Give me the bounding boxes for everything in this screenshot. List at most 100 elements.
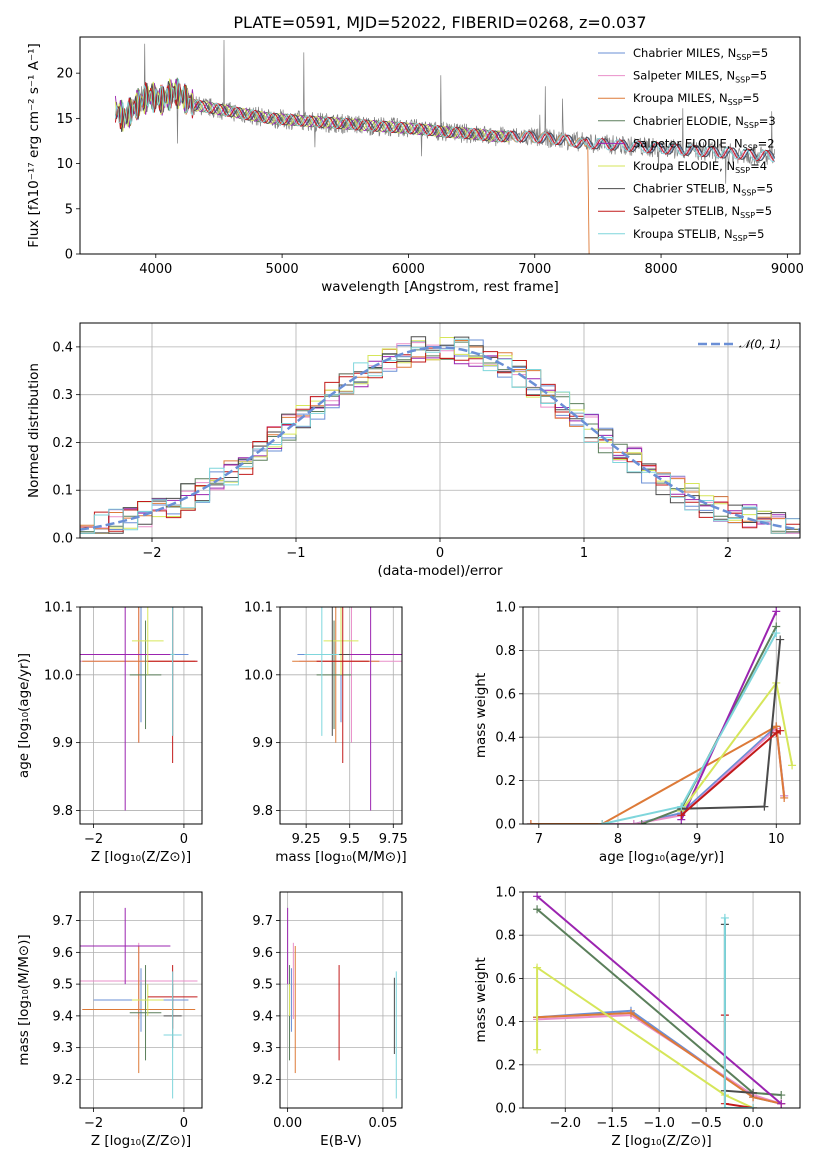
y-axis-label: mass [log₁₀(M/M⊙)] bbox=[16, 934, 32, 1065]
y-tick-label: 10.1 bbox=[244, 601, 273, 616]
y-tick-label: 10.1 bbox=[44, 601, 73, 616]
weight-point-marker bbox=[772, 629, 781, 638]
plot-area bbox=[533, 892, 786, 1108]
x-axis-label: E(B-V) bbox=[320, 1133, 362, 1149]
legend-label: Chabrier MILES, NSSP=5 bbox=[633, 46, 768, 62]
plot-area bbox=[526, 607, 797, 824]
legend-label: Chabrier STELIB, NSSP=5 bbox=[633, 182, 773, 198]
y-tick-label: 9.8 bbox=[52, 804, 73, 819]
weight-point-marker bbox=[776, 726, 785, 735]
weight-series-line bbox=[530, 724, 786, 824]
weight-point-marker bbox=[720, 913, 729, 922]
x-tick-label: −2 bbox=[84, 1116, 103, 1131]
weight-point-marker bbox=[629, 820, 638, 824]
weight-series-line bbox=[536, 965, 754, 1108]
weight-point-marker bbox=[720, 1104, 729, 1108]
y-tick-label: 0.3 bbox=[52, 388, 73, 403]
y-tick-label: 0.6 bbox=[495, 972, 516, 987]
y-tick-label: 0.6 bbox=[495, 687, 516, 702]
y-tick-label: 0.2 bbox=[495, 774, 516, 789]
weight-point-marker bbox=[637, 820, 646, 824]
x-tick-label: −1.5 bbox=[596, 1116, 628, 1131]
axes-frame bbox=[79, 891, 203, 1109]
plot-area bbox=[80, 907, 198, 1099]
x-tick-label: 0.05 bbox=[368, 1116, 397, 1131]
axes-frame bbox=[79, 36, 801, 255]
histogram-line bbox=[80, 338, 800, 534]
y-axis-label: mass weight bbox=[473, 673, 489, 758]
x-tick-label: −2 bbox=[142, 546, 161, 561]
axes-frame bbox=[522, 606, 801, 825]
x-tick-label: −1 bbox=[286, 546, 305, 561]
x-tick-label: 9.75 bbox=[379, 832, 408, 847]
weight-point-marker bbox=[780, 793, 789, 802]
x-tick-label: 0 bbox=[180, 832, 188, 847]
plot-area bbox=[80, 607, 198, 811]
x-tick-label: 0 bbox=[180, 1116, 188, 1131]
spectrum-model-line bbox=[114, 78, 510, 143]
weight-point-marker bbox=[749, 1088, 758, 1097]
y-tick-label: 9.7 bbox=[52, 914, 73, 929]
legend-label: Salpeter MILES, NSSP=5 bbox=[633, 69, 767, 85]
x-axis-label: age [log₁₀(age/yr)] bbox=[599, 849, 724, 865]
y-axis-label: Flux [fλ10⁻¹⁷ erg cm⁻² s⁻¹ A⁻¹] bbox=[26, 43, 42, 248]
y-tick-label: 10.0 bbox=[44, 668, 73, 683]
y-tick-label: 0.1 bbox=[52, 484, 73, 499]
y-tick-label: 20 bbox=[56, 67, 73, 82]
weight-point-marker bbox=[788, 761, 797, 770]
weight-point-marker bbox=[598, 820, 607, 824]
x-tick-label: 0 bbox=[436, 546, 444, 561]
panel-age-vs-mass: 9.25 9.5 9.75 9.8 9.9 10.0 10.1 mass [log₁₀(M/M… bbox=[244, 601, 408, 866]
panel-residuals: −2 −1 0 1 2 0.0 0.1 0.2 0.3 0.4 (data-model)/error… bbox=[26, 322, 801, 579]
spectrum-model-line bbox=[114, 81, 776, 162]
y-axis-label: mass weight bbox=[473, 957, 489, 1042]
normal-curve bbox=[80, 346, 800, 531]
weight-series-line bbox=[681, 639, 782, 810]
x-tick-label: 9 bbox=[693, 832, 701, 847]
x-axis-label: wavelength [Angstrom, rest frame] bbox=[321, 279, 559, 295]
y-tick-label: 0.2 bbox=[52, 436, 73, 451]
weight-point-marker bbox=[626, 1008, 635, 1017]
y-axis-label: Normed distribution bbox=[26, 363, 42, 498]
x-axis-label: Z [log₁₀(Z/Z⊙)] bbox=[91, 849, 191, 865]
legend-label: Salpeter ELODIE, NSSP=2 bbox=[633, 136, 775, 152]
weight-point-marker bbox=[772, 607, 781, 616]
legend-label: Chabrier ELODIE, NSSP=3 bbox=[633, 114, 776, 130]
x-tick-label: 5000 bbox=[266, 262, 299, 277]
y-tick-label: 9.5 bbox=[52, 978, 73, 993]
panel-weight-vs-age: 7 8 9 10 0.0 0.2 0.4 0.6 0.8 1.0 age [log₁₀(age/yr… bbox=[473, 601, 801, 865]
y-tick-label: 9.9 bbox=[52, 736, 73, 751]
y-tick-label: 10.0 bbox=[244, 668, 273, 683]
x-tick-label: 9000 bbox=[771, 262, 804, 277]
weight-point-marker bbox=[526, 820, 535, 824]
y-tick-label: 9.5 bbox=[252, 978, 273, 993]
legend-label: 𝒩(0, 1) bbox=[739, 337, 781, 351]
x-tick-label: −0.5 bbox=[690, 1116, 722, 1131]
weight-series-line bbox=[536, 895, 782, 1105]
y-tick-label: 9.4 bbox=[52, 1009, 73, 1024]
spectrum-legend: Chabrier MILES, NSSP=5 Salpeter MILES, NS… bbox=[598, 46, 776, 243]
x-tick-label: 7000 bbox=[518, 262, 551, 277]
x-axis-label: (data-model)/error bbox=[377, 563, 503, 579]
x-tick-label: 0.00 bbox=[273, 1116, 302, 1131]
axes-frame bbox=[522, 891, 801, 1109]
y-tick-label: 9.8 bbox=[252, 804, 273, 819]
spectrum-model-line bbox=[114, 78, 775, 162]
y-tick-label: 5 bbox=[65, 202, 73, 217]
weight-point-marker bbox=[677, 811, 686, 820]
y-tick-label: 9.6 bbox=[252, 946, 273, 961]
x-tick-label: 6000 bbox=[392, 262, 425, 277]
x-axis-label: Z [log₁₀(Z/Z⊙)] bbox=[611, 1133, 711, 1149]
weight-point-marker bbox=[760, 802, 769, 811]
legend-label: Kroupa ELODIE, NSSP=4 bbox=[633, 159, 767, 175]
y-tick-label: 9.4 bbox=[252, 1009, 273, 1024]
panel-age-vs-Z: −2 0 9.8 9.9 10.0 10.1 Z [log₁₀(Z/Z⊙)] age [log… bbox=[16, 601, 203, 865]
weight-point-marker bbox=[777, 1099, 786, 1108]
y-axis-label: age [log₁₀(age/yr)] bbox=[16, 653, 32, 778]
panel-mass-vs-EBV: 0.00 0.05 9.2 9.3 9.4 9.5 9.6 9.7 E(B-V) bbox=[252, 891, 403, 1149]
weight-point-marker bbox=[677, 802, 686, 811]
plot-area bbox=[292, 607, 402, 811]
y-tick-label: 0.0 bbox=[495, 818, 516, 833]
histogram-line bbox=[80, 347, 800, 534]
axes-frame bbox=[279, 606, 403, 825]
